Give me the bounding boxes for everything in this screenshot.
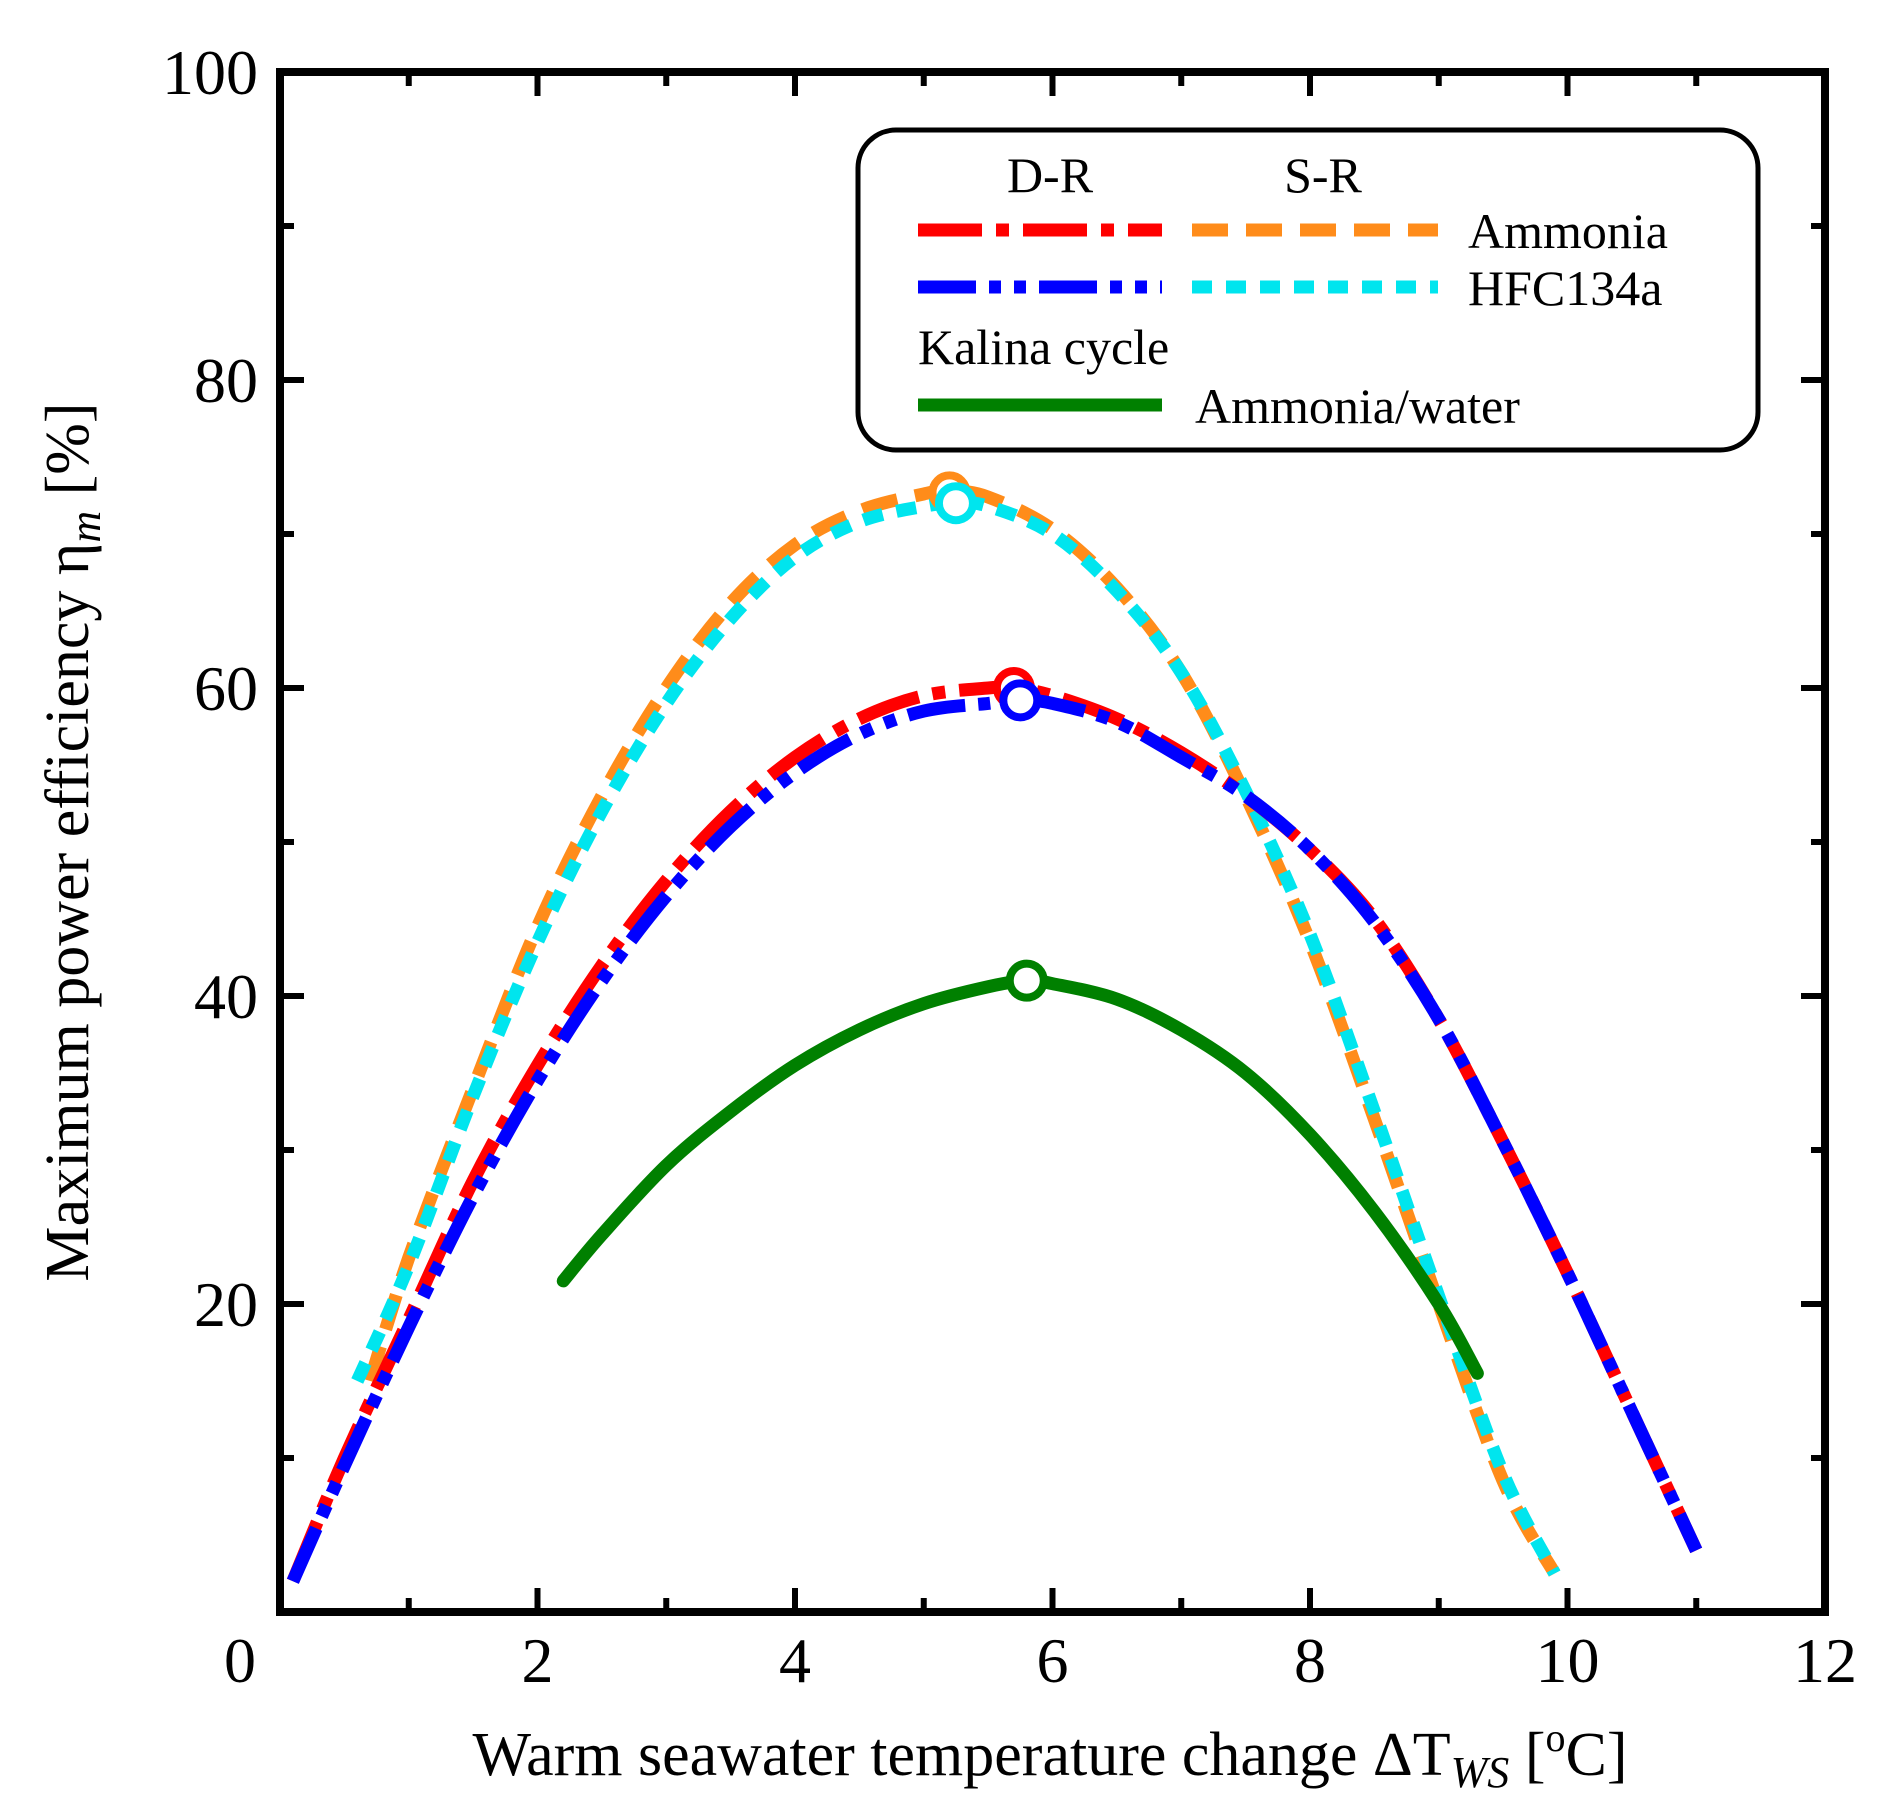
legend-label-ammonia: Ammonia (1468, 203, 1668, 259)
legend-label-ammonia-water: Ammonia/water (1195, 378, 1520, 434)
y-tick-label: 40 (194, 961, 258, 1032)
peak-marker (1005, 959, 1048, 1002)
x-tick-label: 12 (1793, 1625, 1857, 1696)
series-line-hfc134a-d-r (286, 693, 1703, 1584)
legend-header-sr: S-R (1284, 147, 1362, 203)
peak-marker (934, 482, 977, 525)
legend-label-hfc: HFC134a (1468, 260, 1662, 316)
series-line-ammonia-water-kalina (556, 973, 1484, 1380)
peak-marker (999, 679, 1042, 722)
x-tick-label: 0 (224, 1625, 256, 1696)
x-tick-label: 4 (779, 1625, 811, 1696)
series-line-ammonia-s-r (363, 484, 1561, 1577)
legend: D-R S-R Ammonia HFC134a Kalina cycle Amm… (855, 127, 1761, 453)
y-tick-label: 20 (194, 1269, 258, 1340)
y-tick-label: 100 (162, 37, 258, 108)
series-layer (286, 484, 1703, 1584)
axis-ticks (277, 69, 1828, 1615)
y-tick-label: 80 (194, 345, 258, 416)
x-axis-title: Warm seawater temperature change ΔTWS [o… (473, 1715, 1628, 1797)
peak-markers (928, 471, 1048, 1002)
legend-label-kalina: Kalina cycle (918, 319, 1169, 375)
series-line-hfc134a-s-r (351, 496, 1561, 1577)
legend-header-dr: D-R (1007, 147, 1094, 203)
x-tick-label: 8 (1294, 1625, 1326, 1696)
x-tick-label: 6 (1037, 1625, 1069, 1696)
x-tick-label: 10 (1536, 1625, 1600, 1696)
tick-labels: 0 2 4 6 8 10 12 20 40 60 80 100 (162, 37, 1857, 1696)
x-tick-label: 2 (522, 1625, 554, 1696)
y-axis-title: Maximum power efficiency ηm [%] (34, 402, 110, 1281)
y-tick-label: 60 (194, 653, 258, 724)
